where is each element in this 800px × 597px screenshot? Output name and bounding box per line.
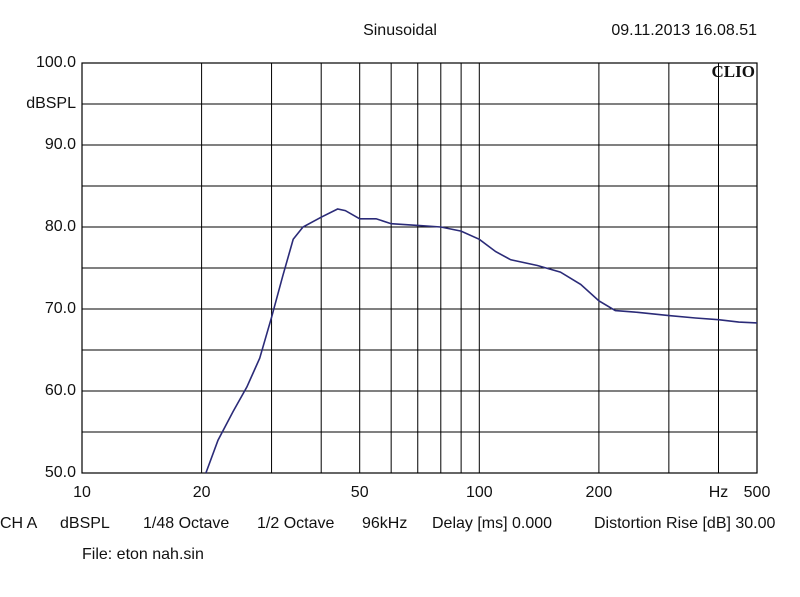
- x-axis-unit: Hz: [709, 484, 729, 501]
- footer-item: 1/2 Octave: [257, 515, 334, 532]
- file-name: File: eton nah.sin: [82, 546, 204, 563]
- y-tick-label: 90.0: [45, 136, 76, 153]
- x-tick-label: 10: [73, 484, 91, 501]
- response-line: [205, 208, 758, 474]
- footer-item: CH A: [0, 515, 38, 532]
- footer-item: 1/48 Octave: [143, 515, 229, 532]
- y-tick-label: 80.0: [45, 218, 76, 235]
- brand: CLIO: [712, 62, 755, 81]
- timestamp: 09.11.2013 16.08.51: [611, 22, 757, 39]
- plot-frame: [81, 62, 758, 474]
- y-tick-label: 60.0: [45, 382, 76, 399]
- x-tick-label: 100: [466, 484, 493, 501]
- y-tick-label: 100.0: [36, 54, 76, 71]
- footer-item: Distortion Rise [dB] 30.00: [594, 515, 776, 532]
- x-tick-label: 20: [193, 484, 211, 501]
- x-tick-label: 50: [351, 484, 369, 501]
- footer-item: Delay [ms] 0.000: [432, 515, 552, 532]
- y-tick-label: 50.0: [45, 464, 76, 481]
- x-tick-label: 500: [744, 484, 771, 501]
- footer-item: 96kHz: [362, 515, 407, 532]
- x-tick-label: 200: [586, 484, 613, 501]
- chart-title: Sinusoidal: [363, 22, 437, 39]
- footer-item: dBSPL: [60, 515, 110, 532]
- y-tick-label: 70.0: [45, 300, 76, 317]
- y-axis-label: dBSPL: [26, 95, 76, 112]
